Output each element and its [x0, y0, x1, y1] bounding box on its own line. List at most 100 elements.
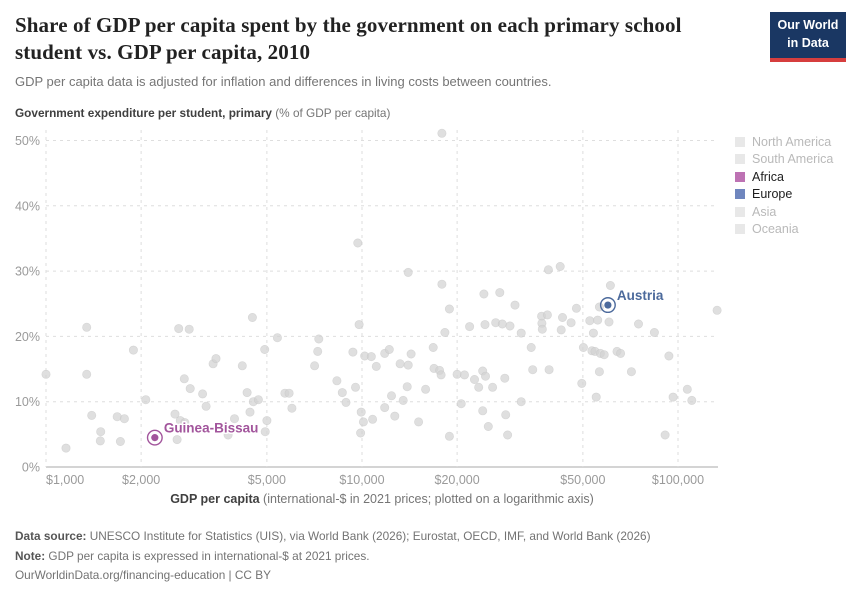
footer-license-link[interactable]: OurWorldinData.org/financing-education |…: [15, 568, 271, 583]
data-point[interactable]: [544, 365, 554, 375]
legend-item-africa[interactable]: Africa: [735, 168, 833, 186]
data-point[interactable]: [649, 327, 659, 337]
data-point[interactable]: [353, 238, 363, 248]
data-point[interactable]: [633, 319, 643, 329]
data-point[interactable]: [501, 410, 511, 420]
data-point[interactable]: [332, 376, 342, 386]
data-point[interactable]: [95, 436, 105, 446]
data-point[interactable]: [479, 289, 489, 299]
data-point[interactable]: [115, 436, 125, 446]
data-point[interactable]: [390, 411, 400, 421]
data-point[interactable]: [237, 361, 247, 371]
data-point[interactable]: [414, 417, 424, 427]
data-point[interactable]: [403, 360, 413, 370]
data-point[interactable]: [356, 428, 366, 438]
data-point[interactable]: [313, 346, 323, 356]
data-point[interactable]: [358, 417, 368, 427]
data-point[interactable]: [174, 324, 184, 334]
data-point[interactable]: [211, 354, 221, 364]
data-point[interactable]: [668, 392, 678, 402]
data-point[interactable]: [253, 395, 263, 405]
data-point[interactable]: [421, 384, 431, 394]
owid-logo[interactable]: Our World in Data: [770, 12, 846, 62]
data-point[interactable]: [500, 373, 510, 383]
data-point[interactable]: [260, 344, 270, 354]
data-point[interactable]: [480, 320, 490, 330]
data-point[interactable]: [537, 324, 547, 334]
data-point[interactable]: [495, 288, 505, 298]
data-point[interactable]: [505, 321, 515, 331]
data-point[interactable]: [380, 403, 390, 413]
data-point[interactable]: [184, 324, 194, 334]
data-point[interactable]: [437, 279, 447, 289]
data-point[interactable]: [41, 369, 51, 379]
data-point[interactable]: [185, 384, 195, 394]
data-point[interactable]: [516, 397, 526, 407]
legend-item-europe[interactable]: Europe: [735, 186, 833, 204]
data-point[interactable]: [366, 352, 376, 362]
data-point[interactable]: [314, 334, 324, 344]
data-point[interactable]: [395, 359, 405, 369]
legend-item-asia[interactable]: Asia: [735, 203, 833, 221]
data-point[interactable]: [61, 443, 71, 453]
data-point[interactable]: [284, 388, 294, 398]
legend-item-oceania[interactable]: Oceania: [735, 221, 833, 239]
data-point[interactable]: [605, 280, 615, 290]
data-point[interactable]: [528, 365, 538, 375]
data-point[interactable]: [543, 265, 553, 275]
data-point[interactable]: [128, 345, 138, 355]
data-point[interactable]: [556, 325, 566, 335]
data-point[interactable]: [452, 369, 462, 379]
data-point[interactable]: [247, 312, 257, 322]
data-point[interactable]: [245, 407, 255, 417]
data-point[interactable]: [557, 312, 567, 322]
data-point[interactable]: [170, 409, 180, 419]
data-point[interactable]: [348, 347, 358, 357]
data-point[interactable]: [626, 367, 636, 377]
data-point[interactable]: [198, 389, 208, 399]
data-point[interactable]: [664, 351, 674, 361]
data-point[interactable]: [402, 382, 412, 392]
data-point[interactable]: [712, 305, 722, 315]
data-point[interactable]: [604, 317, 614, 327]
data-point[interactable]: [384, 344, 394, 354]
data-point[interactable]: [341, 397, 351, 407]
data-point[interactable]: [593, 315, 603, 325]
data-point[interactable]: [444, 304, 454, 314]
data-point[interactable]: [503, 430, 513, 440]
data-point[interactable]: [356, 407, 366, 417]
data-point[interactable]: [260, 427, 270, 437]
data-point[interactable]: [428, 342, 438, 352]
data-point[interactable]: [480, 371, 490, 381]
data-point[interactable]: [230, 414, 240, 424]
data-point[interactable]: [660, 430, 670, 440]
data-point[interactable]: [516, 328, 526, 338]
data-point[interactable]: [437, 128, 447, 138]
data-point[interactable]: [616, 348, 626, 358]
data-point[interactable]: [337, 388, 347, 398]
data-point[interactable]: [510, 300, 520, 310]
legend-item-north-america[interactable]: North America: [735, 133, 833, 151]
data-point[interactable]: [497, 319, 507, 329]
data-point[interactable]: [588, 328, 598, 338]
data-point[interactable]: [119, 414, 129, 424]
data-point[interactable]: [577, 378, 587, 388]
data-point[interactable]: [287, 403, 297, 413]
data-point[interactable]: [594, 367, 604, 377]
data-point[interactable]: [406, 349, 416, 359]
data-point[interactable]: [599, 350, 609, 360]
data-point[interactable]: [201, 401, 211, 411]
data-point[interactable]: [386, 391, 396, 401]
data-point[interactable]: [368, 414, 378, 424]
data-point[interactable]: [272, 333, 282, 343]
data-point[interactable]: [310, 361, 320, 371]
data-point[interactable]: [179, 374, 189, 384]
data-point[interactable]: [542, 310, 552, 320]
data-point[interactable]: [444, 431, 454, 441]
data-point[interactable]: [403, 267, 413, 277]
data-point[interactable]: [172, 435, 182, 445]
data-point[interactable]: [87, 410, 97, 420]
data-point[interactable]: [371, 361, 381, 371]
data-point[interactable]: [478, 406, 488, 416]
data-point[interactable]: [585, 316, 595, 326]
